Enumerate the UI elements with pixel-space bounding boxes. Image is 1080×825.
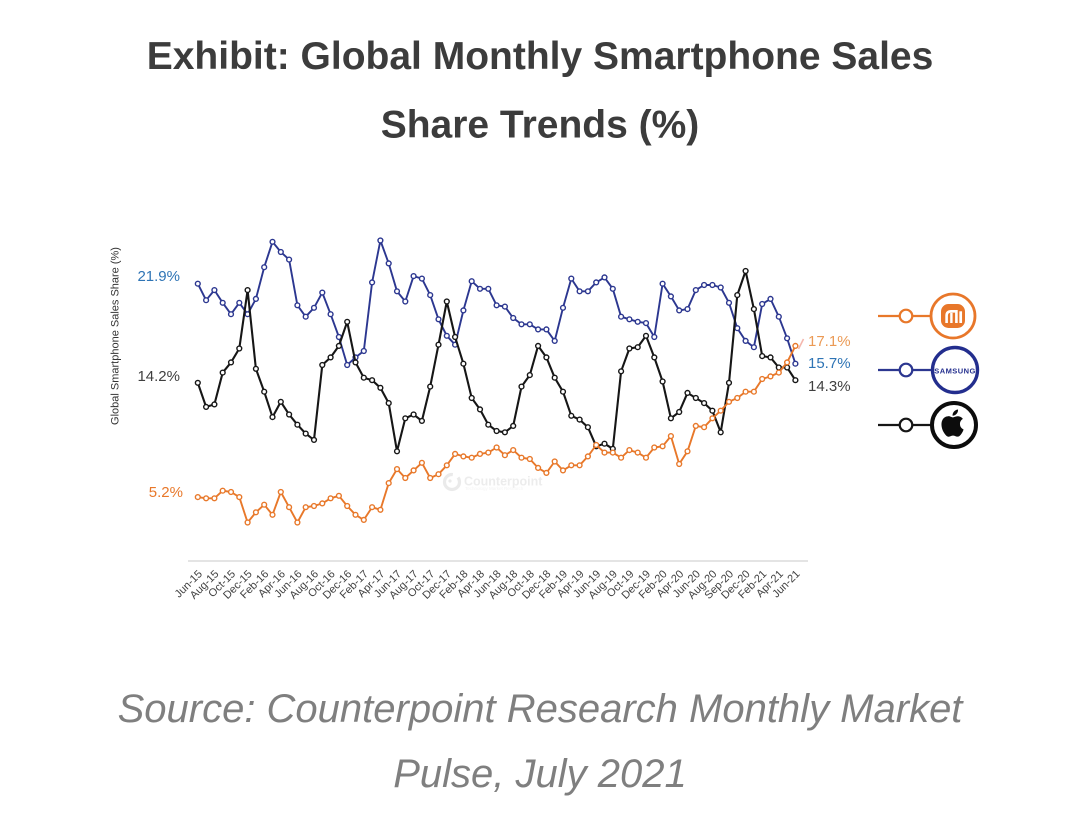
svg-text:14.3%: 14.3% <box>808 378 851 395</box>
svg-text:Technology Market Research: Technology Market Research <box>465 486 524 491</box>
svg-text:5.2%: 5.2% <box>149 484 183 501</box>
svg-text:14.2%: 14.2% <box>137 368 180 385</box>
svg-text:17.1%: 17.1% <box>808 333 851 350</box>
svg-text:Exhibit: Global Monthly Smartp: Exhibit: Global Monthly Smartphone Sales <box>147 35 934 78</box>
svg-text:Share Trends (%): Share Trends (%) <box>381 104 700 147</box>
svg-text:Counterpoint: Counterpoint <box>464 475 543 489</box>
svg-text:15.7%: 15.7% <box>808 355 851 372</box>
svg-text:21.9%: 21.9% <box>137 268 180 285</box>
svg-text:Global Smartphone Sales Share: Global Smartphone Sales Share (%) <box>110 247 122 425</box>
svg-text:SAMSUNG: SAMSUNG <box>934 367 976 376</box>
